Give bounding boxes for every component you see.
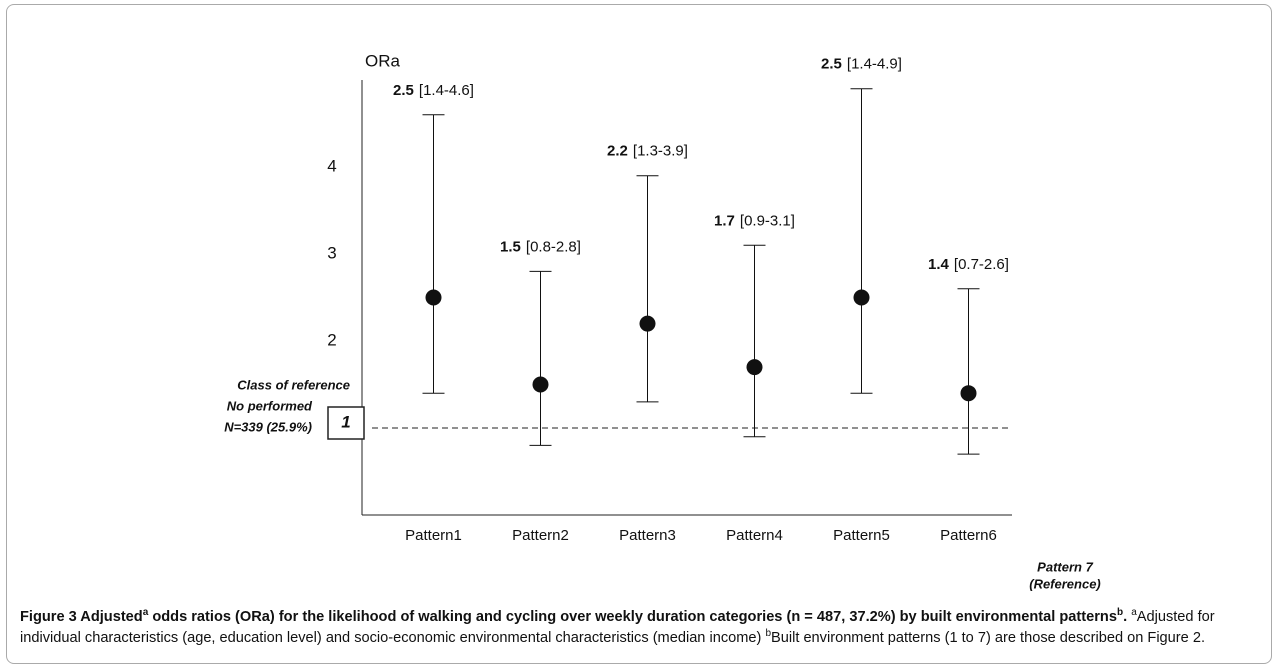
- x-tick-label: Pattern3: [619, 527, 676, 544]
- value-label-estimate: 1.4: [928, 256, 950, 273]
- value-label: 1.5 [0.8-2.8]: [500, 238, 581, 255]
- reference-value: 1: [341, 412, 350, 431]
- x-tick-label: Pattern2: [512, 527, 569, 544]
- caption-text: Adjusted for individual characteristics …: [20, 609, 1215, 646]
- caption-text: Built environment patterns (1 to 7) are …: [771, 630, 1205, 646]
- value-label-ci: [0.9-3.1]: [740, 212, 795, 229]
- value-label-estimate: 2.2: [607, 143, 628, 160]
- y-tick-label: 2: [327, 330, 336, 349]
- y-axis-label: ORa: [365, 51, 401, 70]
- x-tick-label: Pattern6: [940, 527, 997, 544]
- caption-sup: a: [1131, 607, 1137, 619]
- value-label-ci: [0.8-2.8]: [526, 238, 581, 255]
- value-label-estimate: 1.7: [714, 212, 735, 229]
- chart: ORa Pattern 7 (Reference) Class of refer…: [224, 51, 1101, 591]
- point: [853, 289, 870, 306]
- figure-frame: [6, 4, 1272, 664]
- value-label: 2.2 [1.3-3.9]: [607, 143, 688, 160]
- value-label-estimate: 2.5: [821, 56, 842, 73]
- caption-sup: a: [142, 607, 149, 619]
- caption-sup: b: [765, 628, 771, 640]
- reference-label: Class of reference: [237, 377, 350, 392]
- caption: Figure 3 Adjusteda odds ratios (ORa) for…: [20, 607, 1260, 649]
- caption-text: odds ratios (ORa) for the likelihood of …: [148, 609, 1117, 625]
- point: [532, 376, 549, 393]
- y-tick-label: 4: [327, 156, 336, 175]
- value-label: 1.7 [0.9-3.1]: [714, 212, 795, 229]
- point: [746, 359, 763, 376]
- value-label-estimate: 2.5: [393, 82, 414, 99]
- point: [639, 315, 656, 332]
- x-tick-label: Pattern4: [726, 527, 783, 544]
- value-label: 2.5 [1.4-4.6]: [393, 82, 474, 99]
- reference-box: [327, 406, 365, 440]
- reference-label: N=339 (25.9%): [224, 419, 312, 434]
- y-tick-label: 3: [327, 243, 336, 262]
- point: [960, 385, 977, 402]
- value-label: 1.4 [0.7-2.6]: [928, 256, 1009, 273]
- value-label-estimate: 1.5: [500, 238, 521, 255]
- reference-category-label: Pattern 7: [1037, 559, 1093, 574]
- value-label-ci: [1.4-4.6]: [419, 82, 474, 99]
- value-label: 2.5 [1.4-4.9]: [821, 56, 902, 73]
- value-label-ci: [0.7-2.6]: [954, 256, 1009, 273]
- value-label-ci: [1.3-3.9]: [633, 143, 688, 160]
- x-tick-label: Pattern5: [833, 527, 890, 544]
- caption-sup: b: [1116, 607, 1124, 619]
- reference-category-label: (Reference): [1029, 576, 1101, 591]
- caption-text: .: [1123, 609, 1132, 625]
- x-tick-label: Pattern1: [405, 527, 462, 544]
- caption-text: Figure 3 Adjusted: [20, 609, 143, 625]
- point: [425, 289, 442, 306]
- reference-label: No performed: [227, 398, 313, 413]
- value-label-ci: [1.4-4.9]: [847, 56, 902, 73]
